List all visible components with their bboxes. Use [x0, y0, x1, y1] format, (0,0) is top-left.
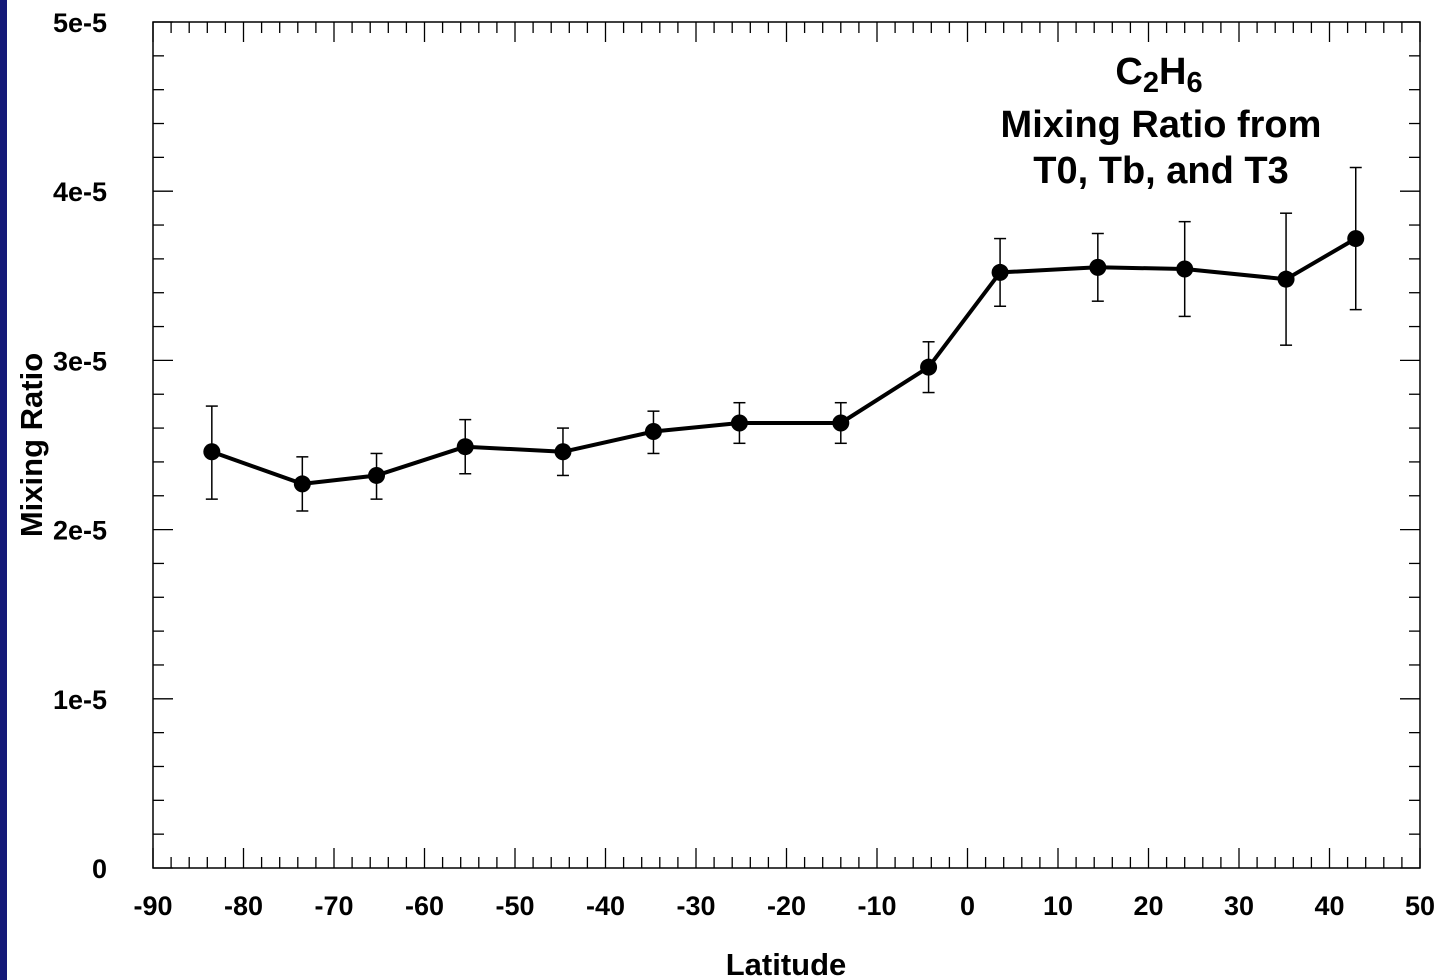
x-tick-label: -90: [133, 891, 172, 921]
y-tick-label: 3e-5: [53, 346, 107, 376]
x-tick-label: 50: [1405, 891, 1435, 921]
molecule-formula: C2H6: [1115, 51, 1202, 99]
x-tick-label: -70: [314, 891, 353, 921]
x-tick-label: 20: [1133, 891, 1163, 921]
x-tick-label: 0: [960, 891, 975, 921]
left-border-stripe: [0, 0, 7, 980]
y-tick-label: 0: [92, 854, 107, 884]
data-point: [991, 263, 1009, 281]
data-point: [1089, 258, 1107, 276]
x-tick-label: -60: [405, 891, 444, 921]
data-point: [456, 438, 474, 456]
data-point: [368, 466, 386, 484]
x-tick-label: -10: [857, 891, 896, 921]
data-point: [730, 414, 748, 432]
y-axis-title: Mixing Ratio: [14, 353, 49, 537]
y-tick-labels: 0 1e-5 2e-5 3e-5 4e-5 5e-5: [53, 8, 107, 884]
x-axis-title: Latitude: [726, 947, 847, 980]
data-point: [644, 422, 662, 440]
data-point: [920, 358, 938, 376]
y-tick-label: 5e-5: [53, 8, 107, 38]
annotation-line1: Mixing Ratio from: [1001, 104, 1322, 146]
series-line: [211, 236, 1357, 486]
y-tick-label: 4e-5: [53, 177, 107, 207]
data-point: [832, 414, 850, 432]
x-tick-label: -40: [586, 891, 625, 921]
data-points: [203, 230, 1365, 493]
data-point: [1347, 230, 1365, 248]
data-point: [1277, 270, 1295, 288]
y-tick-label: 2e-5: [53, 516, 107, 546]
annotation-line2: T0, Tb, and T3: [1033, 150, 1288, 192]
x-tick-label: -30: [676, 891, 715, 921]
x-tick-label: -20: [767, 891, 806, 921]
data-point: [293, 475, 311, 493]
y-tick-label: 1e-5: [53, 685, 107, 715]
data-point: [203, 443, 221, 461]
x-tick-label: -80: [224, 891, 263, 921]
x-tick-label: 30: [1224, 891, 1254, 921]
x-tick-label: 40: [1314, 891, 1344, 921]
x-tick-label: 10: [1043, 891, 1073, 921]
x-tick-labels: -90 -80 -70 -60 -50 -40 -30 -20 -10 0 10 20 30 40 50: [133, 891, 1435, 921]
axis-ticks: [152, 21, 1421, 869]
x-tick-label: -50: [495, 891, 534, 921]
data-point: [1176, 260, 1194, 278]
plot-frame: [152, 21, 1421, 869]
data-point: [554, 443, 572, 461]
error-bars: [205, 166, 1362, 512]
